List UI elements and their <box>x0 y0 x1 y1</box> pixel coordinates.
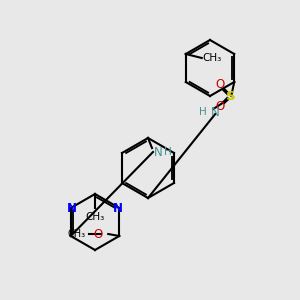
Text: N: N <box>67 202 77 215</box>
Text: S: S <box>226 89 236 103</box>
Text: N: N <box>211 106 220 118</box>
Text: CH₃: CH₃ <box>85 212 105 222</box>
Text: CH₃: CH₃ <box>67 229 85 239</box>
Text: H: H <box>200 107 207 117</box>
Text: N: N <box>154 146 163 158</box>
Text: O: O <box>93 227 102 241</box>
Text: O: O <box>216 79 225 92</box>
Text: N: N <box>113 202 123 215</box>
Text: H: H <box>164 147 172 157</box>
Text: CH₃: CH₃ <box>203 53 222 63</box>
Text: O: O <box>216 100 225 113</box>
